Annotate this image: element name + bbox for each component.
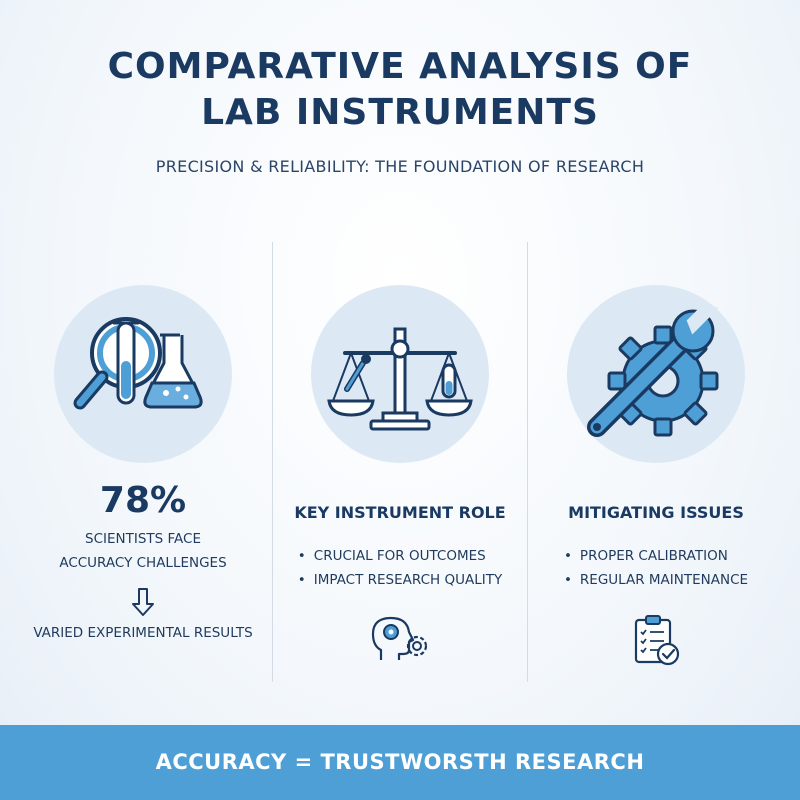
column-statistic: 78% SCIENTISTS FACE ACCURACY CHALLENGES … [15, 285, 271, 685]
statistic-description-line-2: ACCURACY CHALLENGES [59, 555, 227, 571]
bullet-item: IMPACT RESEARCH QUALITY [298, 568, 502, 592]
head-gears-icon [371, 616, 428, 660]
statistic-value: 78% [99, 480, 187, 521]
result-text: VARIED EXPERIMENTAL RESULTS [33, 625, 253, 641]
statistic-description: SCIENTISTS FACE ACCURACY CHALLENGES [15, 527, 271, 575]
bullet-item: PROPER CALIBRATION [564, 544, 748, 568]
page-subtitle: PRECISION & RELIABILITY: THE FOUNDATION … [155, 157, 645, 176]
column-title: KEY INSTRUMENT ROLE [294, 503, 506, 522]
column-divider-2 [527, 242, 528, 682]
clipboard-check-icon [634, 615, 680, 666]
bullet-item: REGULAR MAINTENANCE [564, 568, 748, 592]
title-line-1: COMPARATIVE ANALYSIS OF [107, 46, 693, 87]
column-instrument-role: KEY INSTRUMENT ROLE CRUCIAL FOR OUTCOMES… [272, 285, 528, 685]
bullet-list: CRUCIAL FOR OUTCOMES IMPACT RESEARCH QUA… [298, 544, 502, 592]
wrench-gear-icon [567, 285, 745, 463]
footer-banner: ACCURACY = TRUSTWORSTH RESEARCH [0, 725, 800, 800]
magnifier-test-tube-flask-icon [54, 285, 232, 463]
arrow-down-icon [130, 587, 156, 617]
column-divider-1 [272, 242, 273, 682]
title-line-2: LAB INSTRUMENTS [201, 92, 599, 133]
bullet-item: CRUCIAL FOR OUTCOMES [298, 544, 502, 568]
page-title: COMPARATIVE ANALYSIS OF LAB INSTRUMENTS [0, 44, 800, 136]
statistic-description-line-1: SCIENTISTS FACE [85, 531, 201, 547]
column-title: MITIGATING ISSUES [568, 503, 744, 522]
column-mitigating-issues: MITIGATING ISSUES PROPER CALIBRATION REG… [528, 285, 784, 685]
bullet-list: PROPER CALIBRATION REGULAR MAINTENANCE [564, 544, 748, 592]
balance-scale-icon [311, 285, 489, 463]
